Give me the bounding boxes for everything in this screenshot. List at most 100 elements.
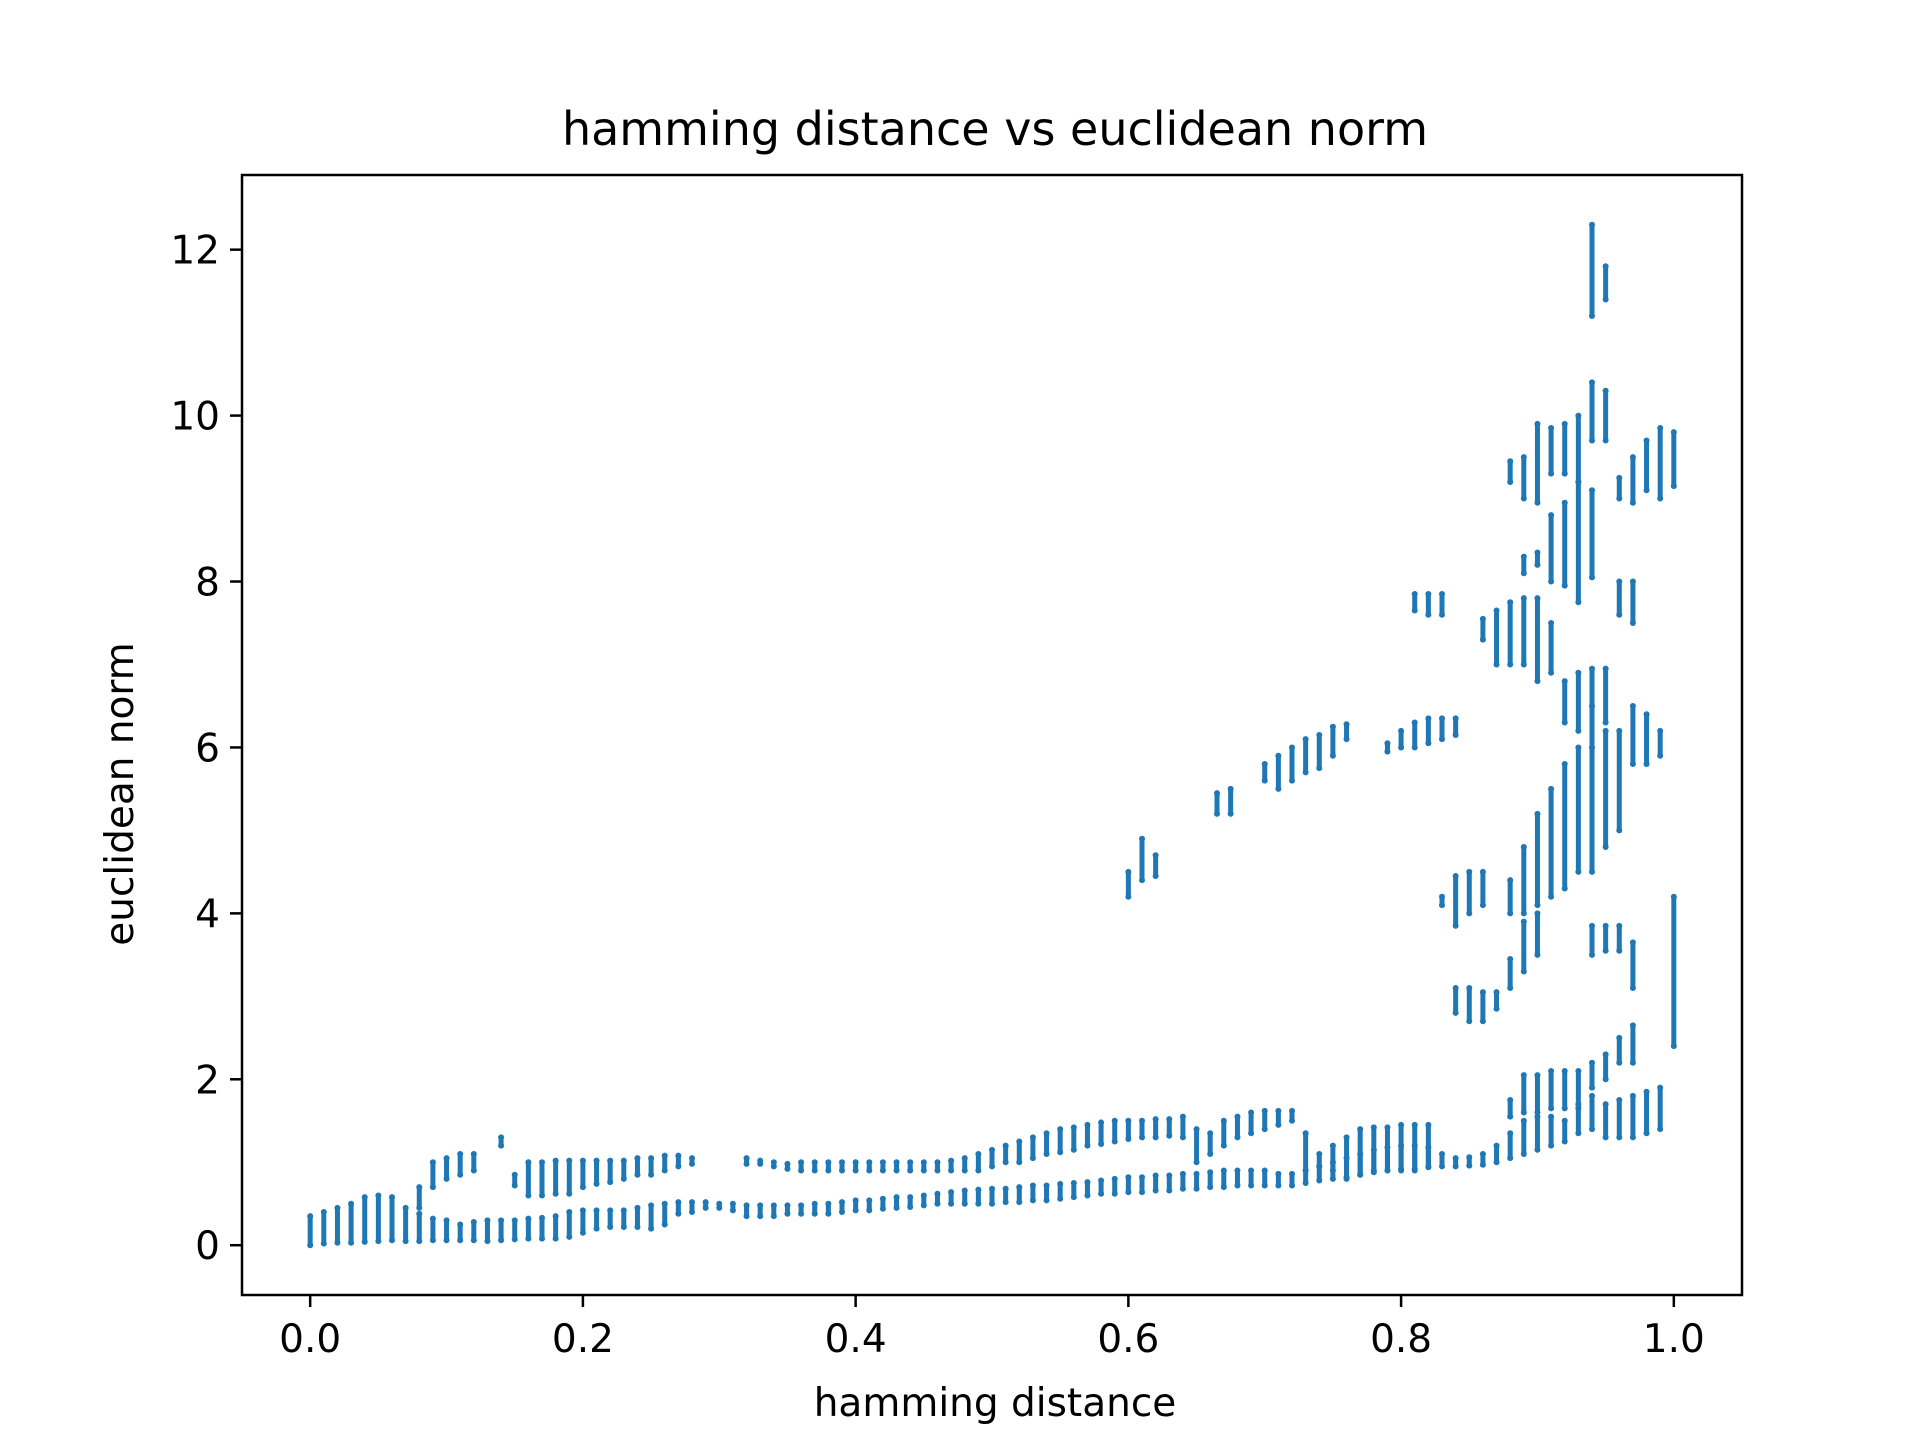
data-point [1520, 918, 1527, 925]
data-point [1589, 665, 1595, 672]
data-point [1275, 752, 1282, 759]
data-point [1548, 578, 1555, 585]
data-point [1220, 1167, 1227, 1174]
data-point [1575, 727, 1582, 734]
data-point [1520, 454, 1527, 461]
data-point [1439, 715, 1445, 722]
data-point [1452, 732, 1459, 738]
data-point [866, 1207, 873, 1214]
data-point [839, 1167, 845, 1174]
data-point [1548, 425, 1555, 432]
data-point [1643, 487, 1650, 494]
data-point [852, 1167, 859, 1174]
data-point [1207, 1130, 1214, 1137]
data-point [470, 1218, 477, 1225]
data-point [1016, 1199, 1023, 1206]
data-point [1616, 1097, 1623, 1104]
data-point [661, 1167, 668, 1174]
data-point [934, 1190, 941, 1197]
data-point [470, 1150, 477, 1157]
data-point [879, 1195, 886, 1202]
data-point [1561, 499, 1568, 506]
data-point [307, 1213, 314, 1220]
data-point [1111, 1138, 1118, 1145]
data-point [1602, 1134, 1609, 1141]
data-point [1370, 1124, 1377, 1131]
y-tick-label: 2 [195, 1058, 220, 1103]
data-point [1534, 810, 1541, 817]
data-point [620, 1175, 627, 1182]
data-point [798, 1210, 805, 1217]
data-point [1261, 761, 1268, 768]
data-point [811, 1210, 818, 1217]
data-point [743, 1202, 750, 1209]
data-point [1316, 1150, 1323, 1157]
data-point [648, 1202, 655, 1209]
data-point [566, 1209, 573, 1216]
data-point [443, 1155, 450, 1162]
data-point [1411, 744, 1418, 751]
data-point [948, 1189, 955, 1196]
data-point [1520, 570, 1527, 577]
data-point [893, 1159, 900, 1166]
data-point [1589, 1059, 1595, 1066]
data-point [1493, 1159, 1500, 1166]
data-point [1302, 736, 1309, 743]
data-point [539, 1214, 545, 1221]
data-point [1411, 719, 1418, 726]
data-point [1227, 810, 1234, 817]
data-point [975, 1200, 982, 1207]
data-point [1520, 968, 1527, 975]
data-point [566, 1233, 573, 1240]
data-point [1629, 1059, 1636, 1066]
data-point [689, 1199, 695, 1206]
data-point [416, 1204, 423, 1211]
data-point [1125, 893, 1132, 900]
data-point [334, 1204, 341, 1211]
data-point [1425, 590, 1432, 597]
data-point [1261, 1107, 1268, 1114]
data-point [1616, 495, 1623, 502]
data-point [1098, 1141, 1105, 1148]
data-point [866, 1159, 873, 1166]
data-point [1602, 922, 1609, 929]
data-point [552, 1157, 559, 1164]
data-point [1602, 387, 1609, 394]
data-point [907, 1204, 914, 1211]
data-point [1602, 1101, 1609, 1108]
data-point [1029, 1155, 1036, 1162]
data-point [1548, 620, 1555, 626]
data-point [498, 1217, 505, 1224]
data-point [1002, 1199, 1009, 1206]
data-point [389, 1237, 395, 1244]
data-point [1629, 620, 1636, 626]
data-point [1534, 1146, 1541, 1153]
data-point [1657, 727, 1664, 734]
data-point [1152, 1187, 1159, 1194]
data-point [1289, 1107, 1295, 1114]
data-point [1589, 487, 1595, 494]
data-point [1111, 1117, 1118, 1124]
data-point [1398, 744, 1405, 751]
data-point [1507, 985, 1514, 992]
data-point [1589, 744, 1595, 751]
data-point [1289, 777, 1295, 784]
data-point [1479, 989, 1486, 996]
data-point [1070, 1124, 1077, 1131]
data-point [1575, 744, 1582, 751]
data-point [1152, 1134, 1159, 1141]
data-point [1534, 678, 1541, 685]
data-point [1193, 1185, 1200, 1192]
data-point [1507, 1097, 1514, 1104]
data-point [1657, 752, 1664, 759]
data-point [457, 1171, 464, 1178]
data-point [579, 1207, 586, 1214]
data-point [1493, 661, 1500, 668]
data-point [539, 1192, 545, 1199]
data-point [1425, 1163, 1432, 1170]
data-point [1493, 989, 1500, 996]
x-tick-label: 0.2 [552, 1317, 614, 1362]
data-point [948, 1200, 955, 1207]
data-point [1384, 748, 1391, 755]
data-point [989, 1146, 995, 1153]
